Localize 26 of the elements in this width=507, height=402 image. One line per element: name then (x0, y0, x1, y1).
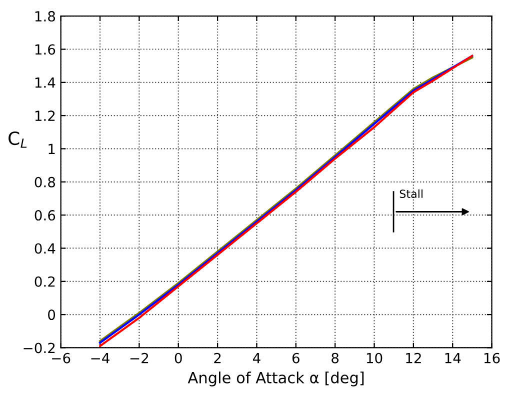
y-tick-label: 1.4 (35, 78, 56, 88)
y-axis-title: C$_{L}$ (8, 131, 27, 148)
y-tick-label: 1.6 (35, 44, 56, 55)
x-tick-label: 8 (332, 352, 339, 364)
y-tick-label: 0 (48, 310, 56, 320)
x-tick-label: 12 (406, 352, 421, 364)
x-tick-label: −6 (52, 352, 70, 364)
x-tick-label: 0 (174, 352, 182, 364)
x-tick-label: 16 (484, 352, 500, 364)
x-tick-label: 6 (292, 352, 300, 364)
y-tick-label: 0.8 (34, 176, 56, 188)
x-tick-label: 14 (445, 353, 461, 364)
annotation: Stall (400, 189, 422, 198)
x-axis-title: Angle of Attack α [deg] (188, 372, 364, 386)
y-tick-label: 0.2 (34, 276, 55, 287)
y-tick-label: 0.6 (34, 210, 56, 221)
y-tick-label: 1.8 (35, 11, 56, 22)
y-tick-label: 0.4 (34, 243, 56, 254)
x-tick-label: 2 (214, 352, 221, 364)
y-tick-label: 1.2 (35, 110, 55, 121)
x-tick-label: −4 (91, 353, 110, 364)
x-tick-label: −2 (130, 352, 148, 364)
y-tick-label: 1 (48, 144, 55, 154)
x-tick-label: 4 (252, 353, 260, 364)
y-tick-label: −0.2 (24, 342, 55, 354)
x-tick-label: 10 (366, 352, 382, 364)
